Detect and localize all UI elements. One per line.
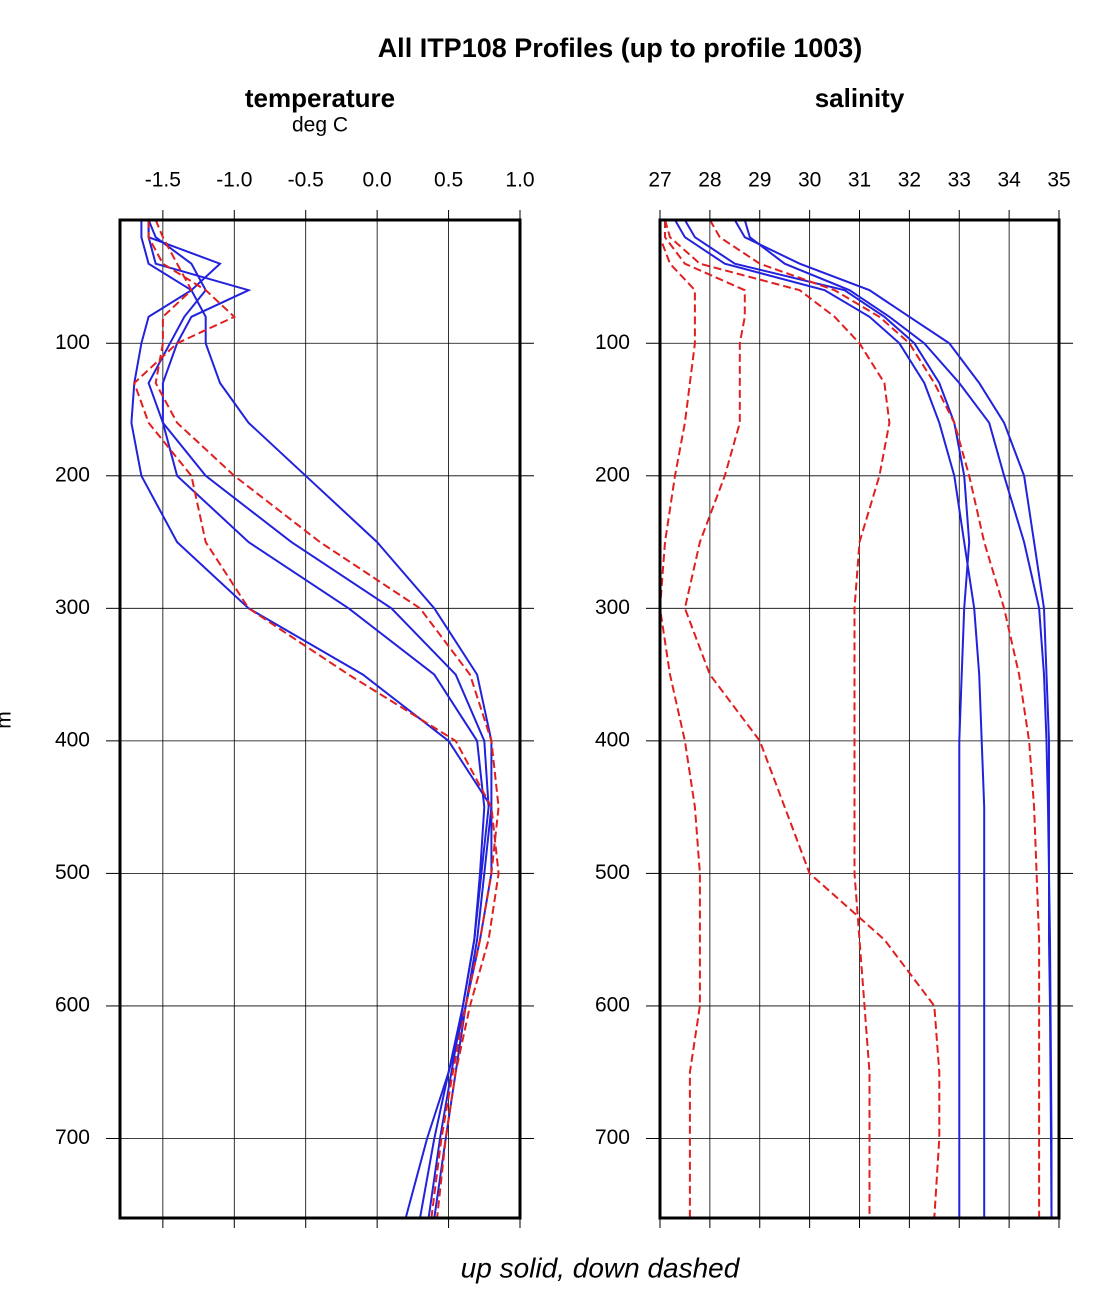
plot-frame [118,218,522,1220]
x-tick-label: 34 [997,169,1021,192]
profile-line [664,220,941,1218]
y-tick-label: 600 [595,993,630,1016]
y-tick-label: 500 [55,861,90,884]
profile-line [147,220,493,1218]
x-tick-label: 29 [748,169,771,192]
profile-line [743,220,1053,1218]
y-tick-label: 300 [595,596,630,619]
x-tick-label: 0.5 [434,169,463,192]
profile-line [674,220,986,1218]
x-tick-label: 30 [798,169,821,192]
x-tick-label: 27 [648,169,671,192]
profile-line [664,220,891,1218]
y-tick-label: 700 [595,1126,630,1149]
y-tick-label: 400 [595,728,630,751]
x-tick-label: -0.5 [288,169,324,192]
panel-title: salinity [815,83,905,113]
y-axis-label: m [0,711,16,729]
x-tick-label: 0.0 [363,169,392,192]
y-tick-label: 300 [55,596,90,619]
x-tick-label: 32 [898,169,921,192]
x-tick-label: 33 [948,169,971,192]
profile-line [660,220,701,1218]
profile-line [130,220,493,1218]
profile-line [133,220,500,1218]
caption: up solid, down dashed [461,1252,741,1283]
x-tick-label: 1.0 [505,169,534,192]
y-tick-label: 600 [55,993,90,1016]
y-tick-label: 500 [595,861,630,884]
profile-line [154,220,500,1218]
y-tick-label: 200 [595,463,630,486]
panel-title: temperature [245,83,395,113]
x-tick-label: 31 [848,169,871,192]
profile-line [684,220,971,1218]
y-tick-label: 100 [55,331,90,354]
x-tick-label: -1.5 [145,169,181,192]
panel-subtitle: deg C [292,114,348,137]
profile-line [709,220,1041,1218]
plot-area [660,220,1053,1218]
x-tick-label: -1.0 [216,169,252,192]
y-tick-label: 100 [595,331,630,354]
profile-line [147,220,486,1218]
profile-line [147,220,490,1218]
chart-title: All ITP108 Profiles (up to profile 1003) [378,33,863,63]
x-tick-label: 28 [698,169,721,192]
profile-line [733,220,1053,1218]
plot-frame [658,218,1061,1220]
y-tick-label: 400 [55,728,90,751]
x-tick-label: 35 [1047,169,1070,192]
y-tick-label: 200 [55,463,90,486]
y-tick-label: 700 [55,1126,90,1149]
plot-area [130,220,500,1218]
